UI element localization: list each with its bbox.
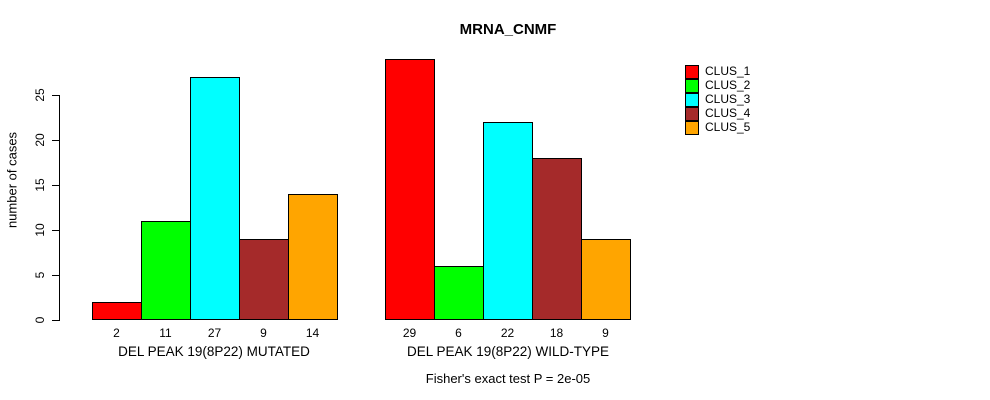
legend-item-label: CLUS_1 (705, 64, 751, 78)
group-label-wild-type: DEL PEAK 19(8P22) WILD-TYPE (406, 344, 610, 359)
legend-item: CLUS_2 (685, 78, 751, 93)
legend-item: CLUS_3 (685, 92, 751, 107)
y-tick-mark (52, 230, 59, 231)
bar (581, 239, 631, 320)
legend-item: CLUS_1 (685, 64, 751, 79)
bar-value-label: 29 (402, 326, 417, 340)
bar (483, 122, 533, 320)
legend-color-swatch (685, 78, 699, 93)
bar-value-label: 14 (305, 326, 320, 340)
y-tick-mark (52, 185, 59, 186)
bar (434, 266, 484, 320)
y-tick-mark (52, 95, 59, 96)
bar-value-label: 6 (455, 326, 462, 340)
y-tick-label: 5 (33, 271, 47, 279)
bar (288, 194, 338, 320)
bar-value-label: 27 (207, 326, 222, 340)
legend-item: CLUS_5 (685, 120, 751, 135)
bar-value-label: 18 (549, 326, 564, 340)
legend-item-label: CLUS_3 (705, 92, 751, 106)
y-axis-line (59, 95, 60, 321)
chart-title: MRNA_CNMF (459, 21, 557, 38)
legend-item-label: CLUS_5 (705, 120, 751, 134)
y-tick-label: 20 (33, 133, 47, 147)
y-tick-label: 25 (33, 88, 47, 102)
y-tick-label: 10 (33, 223, 47, 237)
bar (141, 221, 191, 320)
bar-value-label: 22 (500, 326, 515, 340)
y-tick-label: 15 (33, 178, 47, 192)
bar (385, 59, 435, 320)
footnote-fisher-test: Fisher's exact test P = 2e-05 (425, 371, 591, 386)
bar-value-label: 11 (159, 326, 172, 340)
y-axis-label: number of cases (4, 131, 20, 229)
y-tick-mark (52, 275, 59, 276)
legend-color-swatch (685, 64, 699, 79)
bar (532, 158, 582, 320)
bar (190, 77, 240, 320)
legend-item-label: CLUS_2 (705, 78, 751, 92)
bar (92, 302, 142, 320)
y-tick-label: 0 (33, 316, 47, 324)
bar-value-label: 9 (602, 326, 609, 340)
legend-color-swatch (685, 106, 699, 121)
bar-value-label: 9 (260, 326, 267, 340)
legend-color-swatch (685, 120, 699, 135)
legend-item-label: CLUS_4 (705, 106, 751, 120)
y-tick-mark (52, 140, 59, 141)
legend-color-swatch (685, 92, 699, 107)
legend-item: CLUS_4 (685, 106, 751, 121)
group-label-mutated: DEL PEAK 19(8P22) MUTATED (118, 344, 310, 359)
y-tick-mark (52, 320, 59, 321)
bar (239, 239, 289, 320)
bar-value-label: 2 (113, 326, 120, 340)
